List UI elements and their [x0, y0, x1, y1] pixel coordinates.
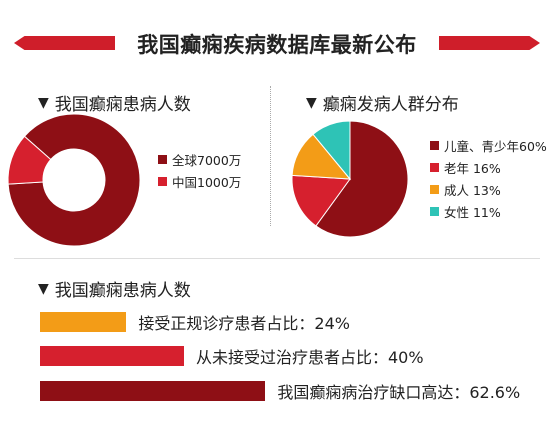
patients-section-header: ▼ 我国癫痫患病人数 — [38, 90, 191, 116]
legend-swatch — [158, 154, 167, 164]
legend-label: 成人 13% — [444, 182, 501, 198]
treatment-bar-label: 接受正规诊疗患者占比：24% — [138, 314, 350, 333]
treatment-header-label: 我国癫痫患病人数 — [54, 281, 191, 301]
patients-legend-item: 中国1000万 — [158, 170, 241, 192]
distribution-legend-item: 儿童、青少年60% — [430, 134, 547, 156]
legend-swatch — [158, 176, 167, 186]
legend-label: 儿童、青少年60% — [444, 138, 547, 154]
legend-swatch — [430, 206, 439, 216]
legend-swatch — [430, 184, 439, 194]
distribution-legend-item: 女性 11% — [430, 200, 547, 222]
patients-slice-0 — [7, 113, 141, 247]
distribution-legend-item: 老年 16% — [430, 156, 547, 178]
treatment-section-header: ▼ 我国癫痫患病人数 — [38, 276, 191, 302]
legend-label: 中国1000万 — [172, 174, 242, 190]
distribution-section-header: ▼ 癫痫发病人群分布 — [306, 90, 459, 116]
patients-legend-item: 全球7000万 — [158, 148, 241, 170]
distribution-header-label: 癫痫发病人群分布 — [322, 95, 459, 115]
patients-header-label: 我国癫痫患病人数 — [54, 95, 191, 115]
legend-label: 老年 16% — [444, 160, 501, 176]
patients-donut-chart — [7, 113, 141, 247]
triangle-icon: ▼ — [306, 94, 317, 111]
treatment-bar-row: 接受正规诊疗患者占比：24% — [40, 312, 350, 333]
treatment-bar — [40, 346, 184, 366]
horizontal-divider — [14, 258, 540, 259]
treatment-bar-label: 从未接受过治疗患者占比：40% — [196, 348, 424, 367]
legend-swatch — [430, 140, 439, 150]
treatment-bar — [40, 381, 266, 401]
legend-label: 女性 11% — [444, 204, 501, 220]
distribution-slice-0 — [315, 120, 409, 238]
vertical-divider — [270, 86, 271, 226]
treatment-bar-row: 从未接受过治疗患者占比：40% — [40, 346, 424, 367]
distribution-slice-1 — [291, 174, 351, 227]
legend-label: 全球7000万 — [172, 152, 242, 168]
page-title: 我国癫痫疾病数据库最新公布 — [115, 27, 439, 61]
triangle-icon: ▼ — [38, 280, 49, 297]
distribution-pie-chart — [291, 120, 409, 238]
triangle-icon: ▼ — [38, 94, 49, 111]
treatment-bar — [40, 312, 127, 332]
distribution-legend-item: 成人 13% — [430, 178, 547, 200]
treatment-bar-row: 我国癫痫病治疗缺口高达：62.6% — [40, 381, 521, 402]
distribution-slice-3 — [312, 120, 351, 181]
patients-slice-1 — [7, 135, 52, 185]
legend-swatch — [430, 162, 439, 172]
treatment-bar-label: 我国癫痫病治疗缺口高达：62.6% — [277, 383, 521, 402]
distribution-legend: 儿童、青少年60% 老年 16% 成人 13% 女性 11% — [430, 134, 547, 222]
patients-legend: 全球7000万 中国1000万 — [158, 148, 241, 192]
